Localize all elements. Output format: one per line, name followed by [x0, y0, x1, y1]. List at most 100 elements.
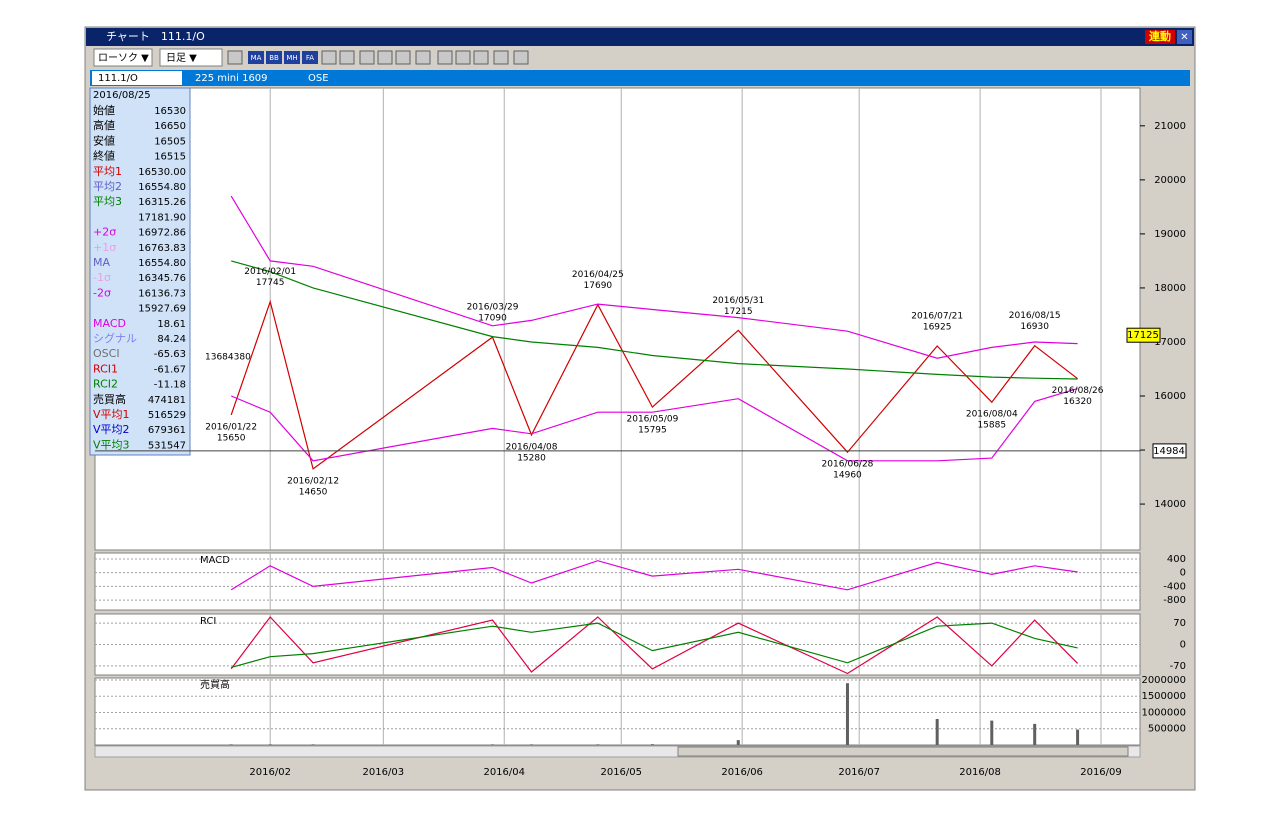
- code: 111.1/O: [98, 73, 138, 84]
- scroll-thumb[interactable]: [677, 746, 1129, 757]
- info-label: V平均2: [93, 423, 130, 436]
- period-dropdown[interactable]: [159, 48, 223, 67]
- tool-icon[interactable]: [377, 50, 393, 65]
- annotation-value: 16925: [923, 323, 952, 333]
- tool-icon[interactable]: [513, 50, 529, 65]
- info-label: 安値: [93, 133, 115, 147]
- series-line: [231, 260, 1078, 380]
- annotation-date: 2016/03/29: [467, 303, 519, 313]
- info-value: 16136.73: [138, 288, 186, 299]
- tool-icon[interactable]: [493, 50, 509, 65]
- info-label: MACD: [93, 317, 126, 330]
- close-label[interactable]: ✕: [1180, 32, 1188, 43]
- annotation-value: 17090: [478, 314, 507, 324]
- x-tick-label: 2016/05: [600, 767, 642, 778]
- info-label: 終値: [93, 149, 115, 163]
- series-line: [230, 560, 1078, 591]
- y-tick-label: 400: [1167, 554, 1186, 565]
- scrollbar[interactable]: [94, 745, 1141, 758]
- info-label: RCI1: [93, 362, 118, 375]
- info-bar: [90, 70, 1190, 86]
- tool-icon[interactable]: [473, 50, 489, 65]
- y-tick-label: -70: [1170, 661, 1186, 672]
- y-tick-label: -800: [1163, 595, 1186, 606]
- annotation-value: 14960: [833, 471, 862, 481]
- x-tick-label: 2016/07: [838, 767, 880, 778]
- tool-icon-label[interactable]: MA: [251, 54, 262, 62]
- y-tick-label: 20000: [1154, 175, 1186, 186]
- x-tick-label: 2016/08: [959, 767, 1001, 778]
- tool-icon[interactable]: [339, 50, 355, 65]
- tool-icon[interactable]: [227, 50, 243, 65]
- volume-plot: [94, 677, 1141, 746]
- panel-title: 売買高: [200, 678, 230, 691]
- info-label: V平均3: [93, 438, 130, 451]
- last-price-box: [1126, 327, 1161, 343]
- panel-title: RCI: [200, 616, 216, 627]
- volume-bar: [990, 720, 994, 745]
- info-label: RCI2: [93, 378, 118, 391]
- tool-icon[interactable]: [415, 50, 431, 65]
- x-tick-label: 2016/09: [1080, 767, 1122, 778]
- close-button[interactable]: [1177, 30, 1192, 44]
- info-value: 16554.80: [138, 182, 186, 193]
- series-line: [230, 195, 1078, 359]
- tool-icon-label[interactable]: BB: [269, 54, 279, 62]
- info-label: +1σ: [93, 241, 116, 254]
- link-button[interactable]: [1145, 30, 1175, 44]
- y-tick-label: 500000: [1148, 724, 1186, 735]
- tool-icon[interactable]: [266, 51, 282, 64]
- info-label: 高値: [93, 118, 115, 132]
- annotation-value: 17690: [584, 281, 613, 291]
- tool-icon-label[interactable]: FA: [306, 54, 314, 62]
- annotation-value: 15280: [517, 453, 546, 463]
- volume-bar: [845, 683, 849, 745]
- link-label[interactable]: 連動: [1149, 29, 1171, 43]
- annotation-value: 16320: [1063, 397, 1092, 407]
- annotation-date: 2016/04/25: [572, 270, 624, 280]
- style-dropdown[interactable]: [93, 48, 153, 67]
- style-label[interactable]: ローソク ▼: [98, 52, 149, 64]
- code-box[interactable]: [92, 71, 182, 85]
- info-value: -61.67: [154, 364, 186, 375]
- y-tick-label: 16000: [1154, 391, 1186, 402]
- x-tick-label: 2016/03: [363, 767, 405, 778]
- info-label: +2σ: [93, 226, 116, 239]
- tool-icon[interactable]: [359, 50, 375, 65]
- y-tick-label: 14000: [1154, 499, 1186, 510]
- tool-icon[interactable]: [284, 51, 300, 64]
- tool-icon[interactable]: [248, 51, 264, 64]
- annotation-date: 2016/02/01: [244, 267, 296, 277]
- tool-icon[interactable]: [455, 50, 471, 65]
- info-label: -1σ: [93, 271, 111, 284]
- info-value: 16763.83: [138, 243, 186, 254]
- tool-icon[interactable]: [302, 51, 318, 64]
- info-value: 17181.90: [138, 212, 186, 223]
- tool-icon[interactable]: [395, 50, 411, 65]
- series-line: [231, 622, 1078, 668]
- y-tick-label: 19000: [1154, 229, 1186, 240]
- annotation-date: 2016/06/28: [822, 460, 874, 470]
- tool-icon-label[interactable]: MH: [286, 54, 297, 62]
- info-value: 16505: [154, 136, 186, 147]
- tool-icon[interactable]: [321, 50, 337, 65]
- y-tick-label: 2000000: [1141, 675, 1186, 686]
- series-line: [230, 616, 1079, 675]
- annotation-value: 17215: [724, 307, 753, 317]
- volume-bar: [736, 740, 740, 745]
- tool-icon[interactable]: [437, 50, 453, 65]
- info-value: -11.18: [154, 380, 186, 391]
- annotation-date: 2016/08/04: [966, 410, 1018, 420]
- y-tick-label: 1500000: [1141, 691, 1186, 702]
- info-value: 16315.26: [138, 197, 186, 208]
- volume-bar: [311, 744, 315, 745]
- annotation-value: 15795: [638, 426, 667, 436]
- annotation-value: 17745: [256, 278, 285, 288]
- info-panel: [89, 87, 191, 456]
- period-label[interactable]: 日足 ▼: [166, 52, 197, 64]
- info-label: 始値: [93, 103, 115, 117]
- info-value: 16530: [154, 106, 186, 117]
- series-line: [230, 299, 1078, 470]
- info-value: -65.63: [154, 349, 186, 360]
